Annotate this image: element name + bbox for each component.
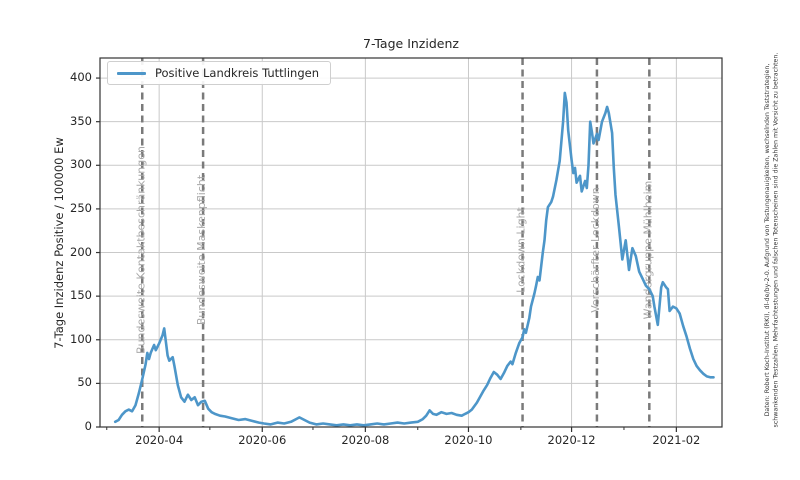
y-tick-label: 0 [84,419,92,433]
plot-border [99,57,723,428]
x-tick-label: 2020-10 [444,433,493,447]
y-axis-title: 7-Tage Inzidenz Positive / 100000 Ew [52,137,66,349]
caption-line-1: Daten: Robert Koch-Institut (RKI), dl-de… [764,64,771,417]
y-tick-label: 50 [77,375,92,390]
legend-line-swatch [117,71,146,75]
y-tick-label: 200 [70,244,92,259]
y-tick-label: 350 [70,113,92,128]
event-label: Verschärfter Lockdown [589,187,602,313]
legend: Positive Landkreis Tuttlingen [107,61,332,85]
x-tick-label: 2020-08 [341,433,390,447]
y-tick-label: 150 [70,288,92,303]
y-tick-label: 300 [70,157,92,172]
x-tick-label: 2020-04 [135,433,184,447]
event-label: Bundesweite Kontaktbeschränkungen [134,146,147,354]
x-tick-label: 2021-02 [652,433,701,447]
event-label: Lockdown Light [515,206,528,292]
legend-label: Positive Landkreis Tuttlingen [155,66,320,80]
y-tick-label: 250 [70,200,92,215]
y-tick-label: 400 [70,70,92,85]
caption-line-2: schwankenden Testzahlen, Mehrfachtestung… [773,53,780,428]
series-line [113,91,715,427]
chart-title: 7-Tage Inzidenz [363,36,459,51]
event-label: Bundesweite Maskenpflicht [195,174,208,325]
x-tick-label: 2020-06 [238,433,287,447]
x-tick-label: 2020-12 [547,433,596,447]
y-tick-label: 100 [70,331,92,346]
